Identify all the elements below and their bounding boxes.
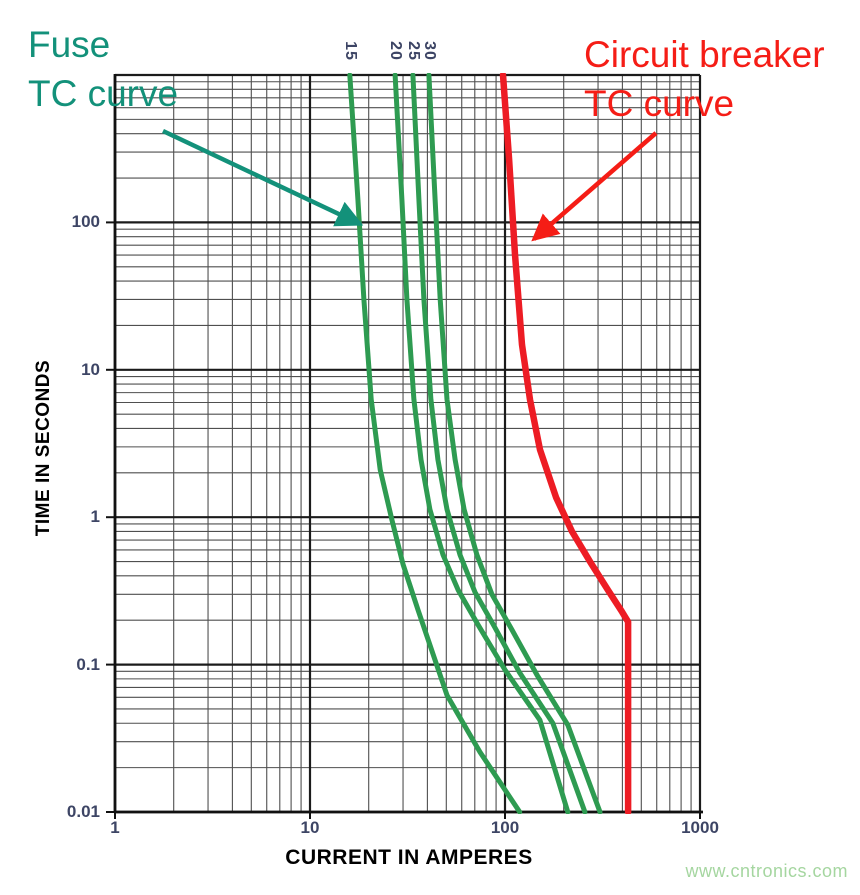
fuse-annotation-arrow [162, 128, 364, 227]
fuse-curve-annotation: Fuse TC curve [28, 20, 178, 118]
y-axis-title: TIME IN SECONDS [33, 359, 54, 537]
fuse-25-a-curve [410, 73, 588, 814]
rating-label-15: 15 [341, 41, 359, 61]
breaker-annotation-arrow [531, 131, 658, 242]
y-tick-0.1: 0.1 [76, 654, 100, 674]
y-tick-1: 1 [90, 507, 100, 527]
y-tick-100: 100 [71, 212, 100, 232]
breaker-annotation-line1: Circuit breaker [584, 34, 825, 75]
rating-label-30: 30 [420, 41, 438, 61]
breaker-curve-annotation: Circuit breaker TC curve [584, 30, 825, 128]
x-tick-1: 1 [110, 818, 120, 837]
x-tick-100: 100 [490, 818, 520, 837]
y-tick-0.01: 0.01 [66, 802, 100, 821]
grid [113, 73, 702, 814]
circuit-breaker-curve [499, 73, 632, 814]
fuse-annotation-line2: TC curve [28, 73, 179, 114]
fuse-20-a-curve [392, 73, 571, 814]
y-tick-10: 10 [81, 359, 100, 379]
fuse-15-a-curve [347, 73, 523, 814]
axes [106, 74, 703, 819]
fuse-annotation-line1: Fuse [28, 24, 111, 65]
x-axis-title: CURRENT IN AMPERES [285, 846, 533, 869]
breaker-annotation-line2: TC curve [584, 83, 735, 124]
fuse-30-a-curve [426, 73, 603, 814]
curves [347, 73, 632, 814]
x-tick-10: 10 [300, 818, 320, 837]
watermark: www.cntronics.com [685, 861, 848, 881]
x-tick-1000: 1000 [681, 818, 719, 837]
